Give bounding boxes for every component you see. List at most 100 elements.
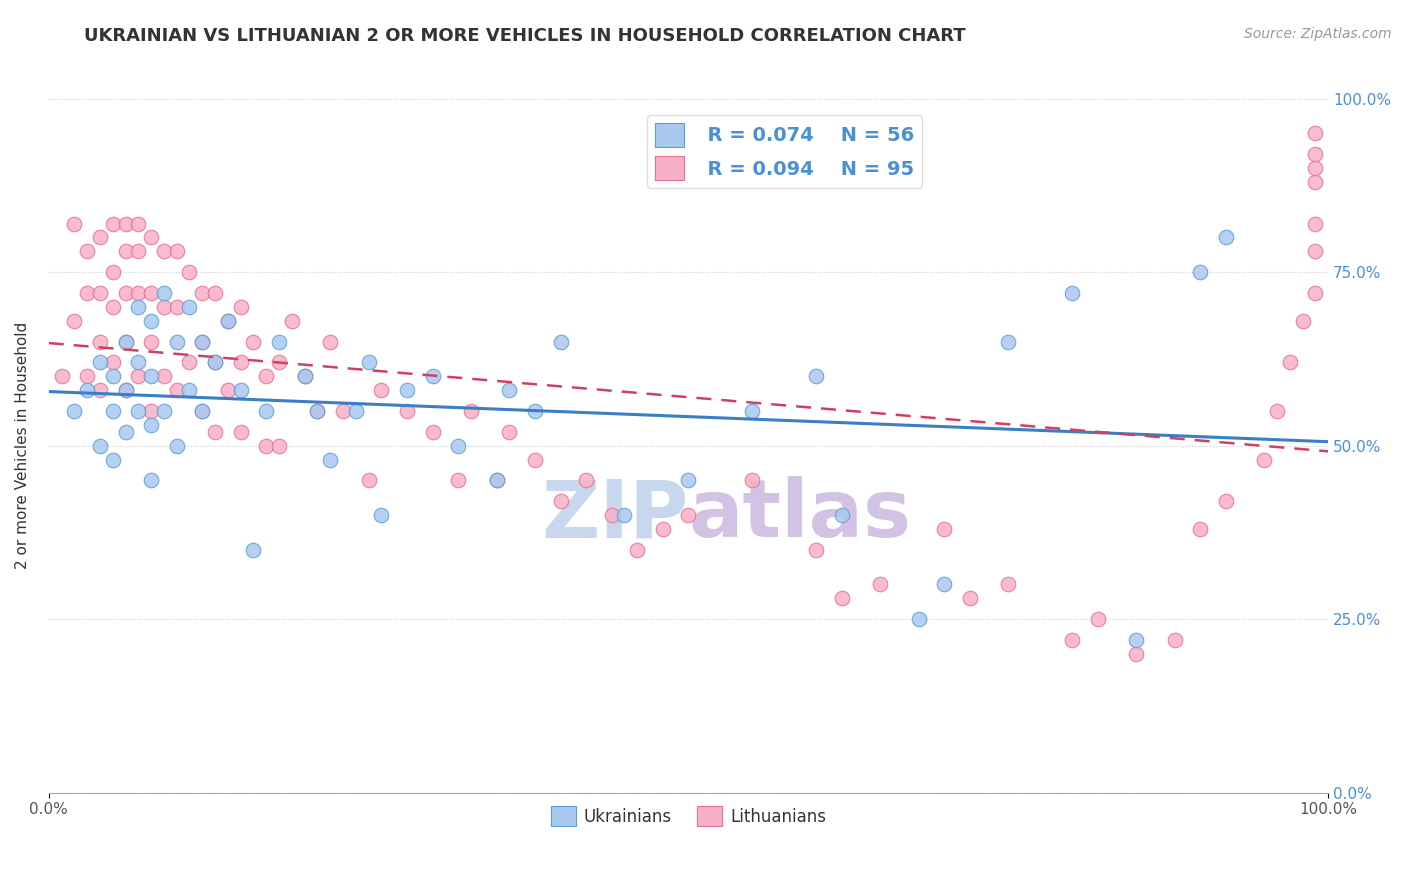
Point <box>101 355 124 369</box>
Point <box>447 473 470 487</box>
Point <box>76 369 98 384</box>
Point <box>139 473 162 487</box>
Point <box>204 425 226 439</box>
Point <box>89 334 111 349</box>
Point <box>139 417 162 432</box>
Point <box>76 383 98 397</box>
Point <box>1125 632 1147 647</box>
Point <box>370 383 392 397</box>
Point <box>63 217 86 231</box>
Point <box>204 355 226 369</box>
Point <box>63 404 86 418</box>
Point <box>267 439 290 453</box>
Point <box>934 522 956 536</box>
Point <box>127 355 149 369</box>
Point <box>307 404 329 418</box>
Text: UKRAINIAN VS LITHUANIAN 2 OR MORE VEHICLES IN HOUSEHOLD CORRELATION CHART: UKRAINIAN VS LITHUANIAN 2 OR MORE VEHICL… <box>84 27 966 45</box>
Point <box>101 300 124 314</box>
Point <box>613 508 636 522</box>
Point <box>997 334 1019 349</box>
Point <box>139 369 162 384</box>
Point <box>498 425 520 439</box>
Point <box>204 355 226 369</box>
Point <box>89 383 111 397</box>
Point <box>114 383 136 397</box>
Point <box>831 591 853 606</box>
Point <box>254 404 277 418</box>
Point <box>626 542 648 557</box>
Point <box>575 473 598 487</box>
Point <box>229 425 252 439</box>
Point <box>523 452 546 467</box>
Point <box>114 334 136 349</box>
Point <box>114 334 136 349</box>
Point <box>153 285 176 300</box>
Point <box>741 473 763 487</box>
Point <box>395 383 418 397</box>
Point <box>357 473 380 487</box>
Point <box>101 404 124 418</box>
Point <box>114 285 136 300</box>
Point <box>166 244 188 259</box>
Point <box>229 383 252 397</box>
Point <box>76 285 98 300</box>
Point <box>1215 230 1237 244</box>
Point <box>89 355 111 369</box>
Point <box>1265 404 1288 418</box>
Point <box>179 355 201 369</box>
Point <box>114 425 136 439</box>
Point <box>114 244 136 259</box>
Point <box>907 612 929 626</box>
Point <box>114 383 136 397</box>
Point <box>1278 355 1301 369</box>
Point <box>217 314 239 328</box>
Point <box>191 334 214 349</box>
Legend: Ukrainians, Lithuanians: Ukrainians, Lithuanians <box>544 799 832 833</box>
Point <box>1125 647 1147 661</box>
Point <box>127 285 149 300</box>
Point <box>600 508 623 522</box>
Point <box>179 300 201 314</box>
Point <box>831 508 853 522</box>
Point <box>550 494 572 508</box>
Point <box>101 217 124 231</box>
Point <box>254 439 277 453</box>
Point <box>1062 632 1084 647</box>
Point <box>139 314 162 328</box>
Point <box>1253 452 1275 467</box>
Point <box>89 285 111 300</box>
Point <box>191 334 214 349</box>
Point <box>114 217 136 231</box>
Point <box>101 265 124 279</box>
Point <box>63 314 86 328</box>
Point <box>153 244 176 259</box>
Point <box>153 369 176 384</box>
Point <box>166 300 188 314</box>
Point <box>204 285 226 300</box>
Point <box>127 404 149 418</box>
Point <box>550 334 572 349</box>
Point <box>166 334 188 349</box>
Point <box>127 244 149 259</box>
Point <box>127 217 149 231</box>
Point <box>806 542 828 557</box>
Point <box>1305 175 1327 189</box>
Point <box>319 452 342 467</box>
Point <box>1062 285 1084 300</box>
Point <box>166 439 188 453</box>
Point <box>485 473 508 487</box>
Point <box>179 383 201 397</box>
Point <box>191 404 214 418</box>
Point <box>229 300 252 314</box>
Point <box>1305 244 1327 259</box>
Point <box>217 383 239 397</box>
Point <box>422 425 444 439</box>
Point <box>127 300 149 314</box>
Point <box>267 334 290 349</box>
Point <box>101 369 124 384</box>
Point <box>166 383 188 397</box>
Point <box>76 244 98 259</box>
Point <box>139 334 162 349</box>
Point <box>229 355 252 369</box>
Point <box>242 334 264 349</box>
